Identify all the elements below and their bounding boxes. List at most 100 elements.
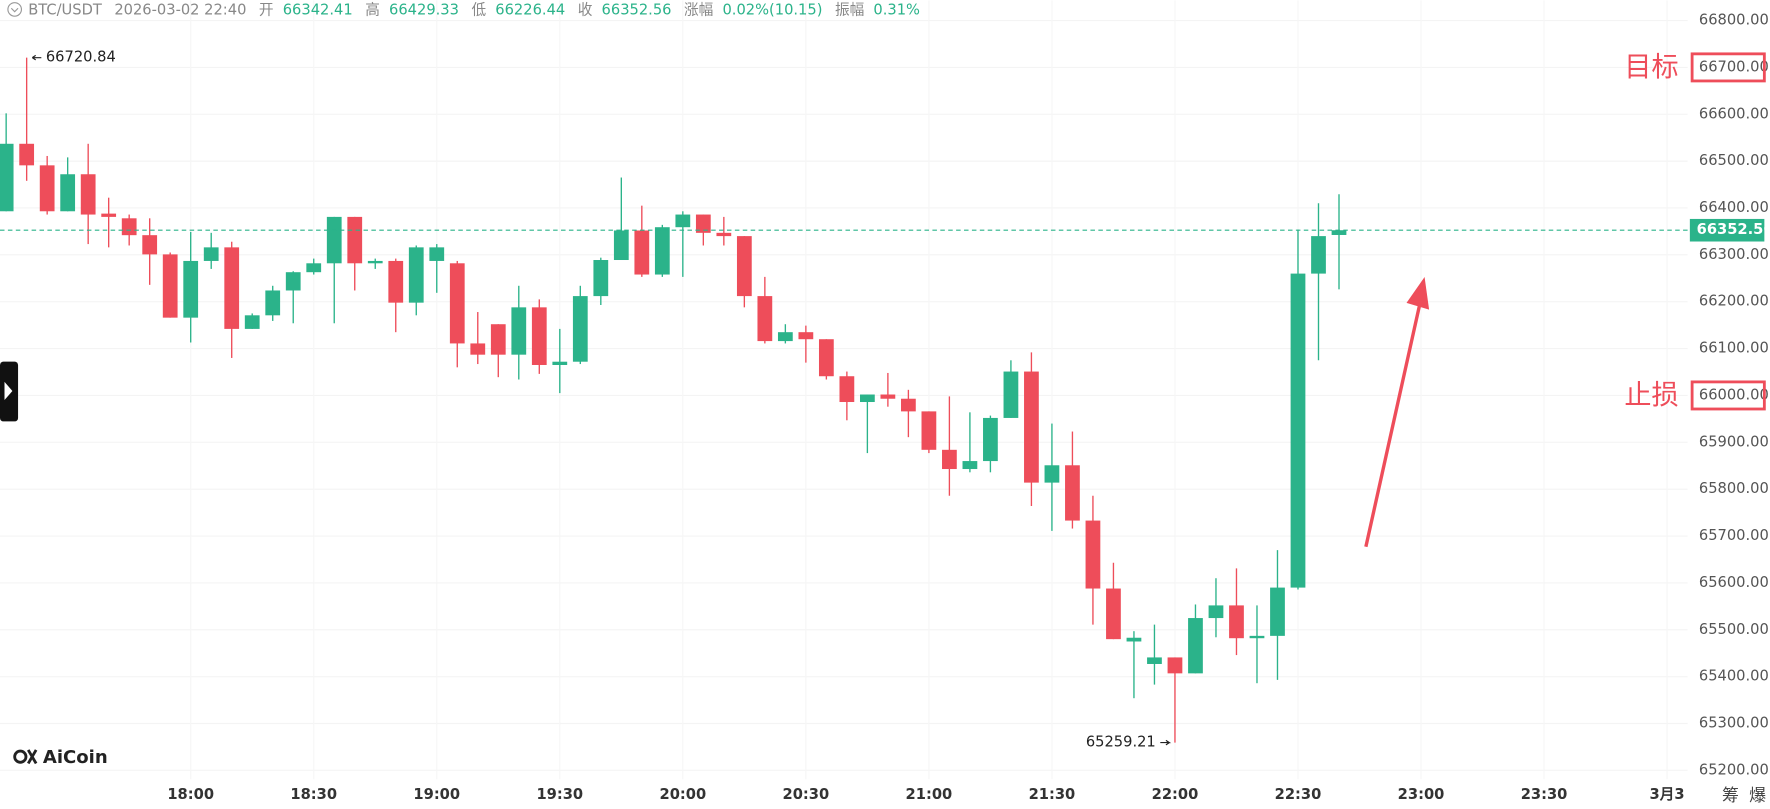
x-tick-label: 19:00 xyxy=(413,786,460,803)
last-price-tag xyxy=(1689,218,1765,242)
y-tick-label: 65800.00 xyxy=(1699,480,1769,497)
candle-body xyxy=(552,361,568,365)
candle-body xyxy=(1044,465,1060,483)
candle-body xyxy=(60,174,76,212)
candle-body xyxy=(859,394,875,403)
annotation-text: 止损 xyxy=(1624,380,1678,411)
amplitude-label: 振幅 xyxy=(835,2,864,19)
candle-body xyxy=(634,230,650,275)
x-tick-label: 23:00 xyxy=(1398,786,1445,803)
candle-body xyxy=(613,230,629,261)
open-label: 开 xyxy=(259,2,274,19)
candle-body xyxy=(1331,230,1347,235)
candle-body xyxy=(1229,605,1244,639)
candle-body xyxy=(1085,520,1101,589)
candle-body xyxy=(306,263,322,273)
candle-body xyxy=(367,260,383,264)
candle-body xyxy=(880,394,896,399)
candle-body xyxy=(1024,371,1039,483)
time: 2026-03-02 22:40 xyxy=(114,2,246,19)
logo: AiCoin xyxy=(13,747,108,768)
y-tick-label: 66000.00 xyxy=(1699,386,1769,403)
candle-body xyxy=(1106,588,1121,640)
annotation-box xyxy=(1690,52,1766,83)
y-tick-label: 66300.00 xyxy=(1699,246,1769,263)
candle-body xyxy=(675,214,691,228)
candle-body xyxy=(901,398,916,412)
candle-body xyxy=(429,247,445,261)
logo-icon xyxy=(13,749,28,764)
logo-text: AiCoin xyxy=(43,747,108,768)
side-button[interactable]: 筹 xyxy=(1722,785,1739,805)
amplitude-value: 0.31% xyxy=(873,2,920,19)
candle-body xyxy=(695,214,711,233)
candle-body xyxy=(1065,465,1080,521)
candle-body xyxy=(572,296,588,362)
candle-body xyxy=(1188,618,1203,674)
candle-body xyxy=(736,236,752,297)
candle-body xyxy=(490,324,506,355)
candle-body xyxy=(983,417,998,462)
candle-body xyxy=(449,263,465,344)
candle-body xyxy=(921,411,937,450)
change-label: 涨幅 xyxy=(684,2,713,19)
candle-body xyxy=(203,247,219,261)
y-tick-label: 66600.00 xyxy=(1699,105,1769,122)
low-marker-arrow xyxy=(1160,739,1172,746)
last-price-label: 66352.56 xyxy=(1697,221,1770,238)
candle-body xyxy=(1147,657,1162,664)
x-tick-label: 21:30 xyxy=(1029,786,1076,803)
candle-body xyxy=(757,296,773,342)
candle-body xyxy=(777,332,793,342)
high-marker: 66720.84 xyxy=(46,49,116,66)
candle-body xyxy=(388,260,404,303)
candle-body xyxy=(1126,637,1142,642)
x-tick-label: 19:30 xyxy=(536,786,583,803)
symbol: BTC/USDT xyxy=(28,2,102,19)
x-tick-label: 20:30 xyxy=(783,786,830,803)
side-button[interactable]: 爆 xyxy=(1749,785,1766,805)
candle-body xyxy=(19,143,35,166)
header-icon[interactable] xyxy=(7,2,23,17)
y-tick-label: 65700.00 xyxy=(1699,527,1769,544)
x-tick-label: 23:30 xyxy=(1521,786,1568,803)
header: BTC/USDT 2026-03-02 22:40 开 66342.41 高 6… xyxy=(28,0,920,21)
y-tick-label: 66100.00 xyxy=(1699,340,1769,357)
candle-body xyxy=(326,216,342,264)
candle-body xyxy=(1290,273,1306,588)
annotation-box xyxy=(1690,380,1766,411)
candle-body xyxy=(593,260,609,297)
candle-body xyxy=(244,315,260,329)
y-tick-label: 65300.00 xyxy=(1699,715,1769,732)
header-icon-chevron xyxy=(10,7,19,13)
y-tick-label: 66800.00 xyxy=(1699,12,1769,29)
candle-body xyxy=(1208,605,1224,619)
candles xyxy=(0,57,1347,743)
y-tick-label: 65500.00 xyxy=(1699,621,1769,638)
y-tick-label: 66400.00 xyxy=(1699,199,1769,216)
candle-body xyxy=(716,232,732,237)
high-marker-arrow xyxy=(31,54,42,61)
candle-body xyxy=(942,449,957,470)
candle-body xyxy=(80,174,96,215)
x-tick-label: 3月3 xyxy=(1650,786,1685,803)
grid xyxy=(0,19,1688,771)
candle-body xyxy=(347,216,363,264)
arrow-line xyxy=(1364,302,1422,548)
change-value: 0.02%(10.15) xyxy=(722,2,822,19)
candle-body xyxy=(1311,236,1326,274)
candle-body xyxy=(285,272,301,291)
candle-body xyxy=(1249,635,1265,639)
y-tick-label: 65400.00 xyxy=(1699,668,1769,685)
candle-body xyxy=(1167,657,1183,674)
candle-body xyxy=(654,227,670,275)
candle-body xyxy=(162,254,178,318)
high-label: 高 xyxy=(365,2,380,19)
open-value: 66342.41 xyxy=(283,2,353,19)
candle-body xyxy=(265,290,281,316)
arrow-head xyxy=(1406,276,1430,310)
close-label: 收 xyxy=(578,2,593,19)
y-tick-label: 66700.00 xyxy=(1699,58,1769,75)
low-marker: 65259.21 xyxy=(1086,734,1156,751)
